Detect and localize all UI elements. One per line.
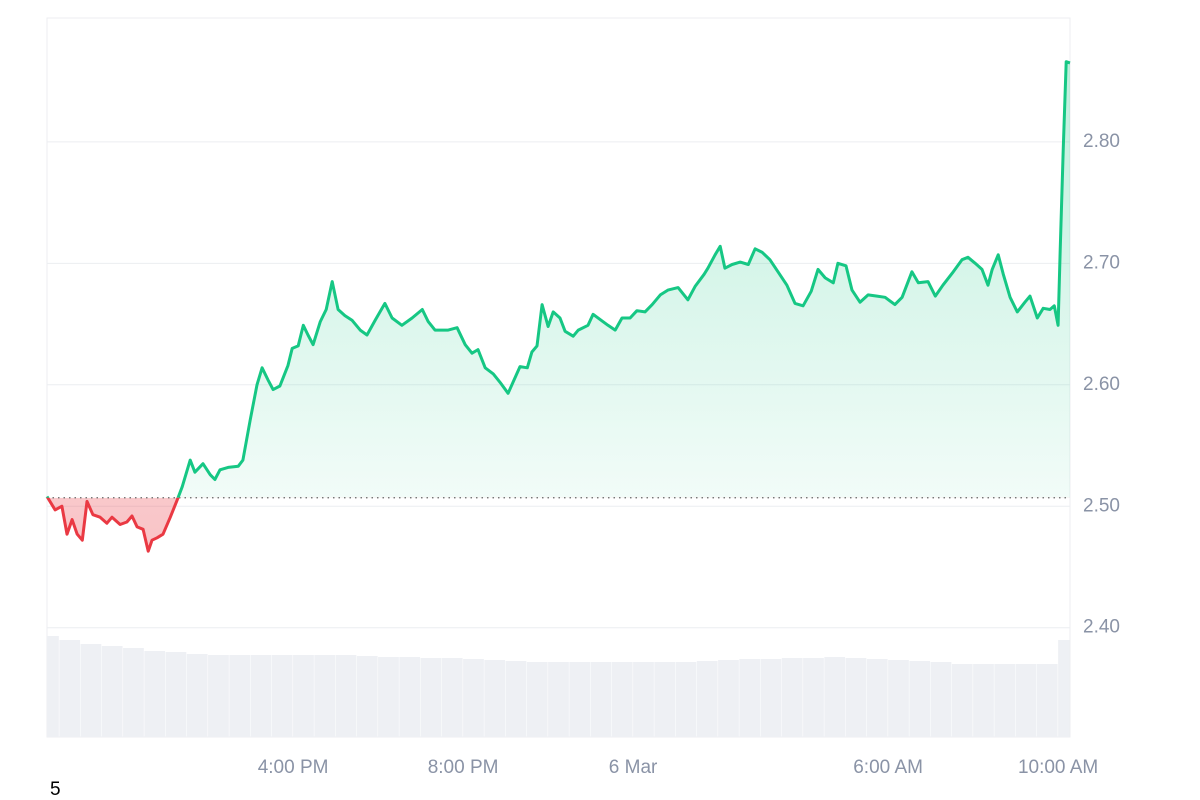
volume-bar	[888, 660, 909, 737]
y-tick-label: 2.60	[1083, 374, 1120, 395]
volume-bar	[803, 658, 824, 737]
volume-bar	[845, 658, 867, 737]
volume-bar	[378, 657, 399, 737]
volume-bar	[186, 654, 208, 737]
x-tick-label: 10:00 AM	[1018, 757, 1098, 778]
volume-bar	[973, 664, 994, 737]
volume-bar	[824, 657, 846, 737]
volume-bar	[781, 658, 803, 737]
volume-bar	[526, 662, 548, 737]
volume-bar	[1036, 664, 1058, 737]
volume-bar	[59, 640, 81, 737]
volume-bar	[441, 658, 463, 737]
price-line-up	[45, 60, 1071, 498]
volume-bar	[654, 662, 676, 737]
y-tick-label: 2.80	[1083, 131, 1120, 152]
volume-bar	[356, 656, 378, 737]
volume-bar	[293, 655, 314, 737]
volume-bar	[1058, 640, 1070, 737]
volume-bar	[718, 660, 739, 737]
volume-bar	[739, 659, 761, 737]
volume-bar	[760, 659, 782, 737]
volume-bar	[569, 662, 591, 737]
volume-bar	[548, 662, 569, 737]
volume-bar	[994, 664, 1016, 737]
volume-bar	[909, 661, 931, 737]
volume-bar	[590, 662, 612, 737]
volume-bar	[696, 661, 718, 737]
area-up	[47, 61, 1070, 498]
volume-bar	[101, 646, 123, 737]
volume-bar	[165, 652, 187, 737]
volume-bar	[484, 660, 506, 737]
volume-bar	[250, 655, 272, 737]
x-tick-label: 8:00 PM	[428, 757, 499, 778]
volume-bar	[123, 648, 144, 737]
volume-bar	[505, 661, 527, 737]
volume-bar	[463, 659, 484, 737]
volume-bar	[1015, 664, 1037, 737]
x-tick-label: 6 Mar	[609, 757, 658, 778]
y-tick-label: 2.70	[1083, 252, 1120, 273]
volume-bar	[866, 659, 888, 737]
volume-bar	[47, 636, 59, 737]
y-tick-label: 2.40	[1083, 617, 1120, 638]
volume-bar	[633, 662, 654, 737]
volume-bar	[930, 662, 952, 737]
volume-bar	[80, 644, 102, 737]
volume-bar	[420, 658, 442, 737]
volume-bar	[675, 662, 697, 737]
footnote: 5	[50, 779, 61, 800]
volume-bar	[951, 664, 973, 737]
volume-bar	[271, 655, 293, 737]
volume-bar	[611, 662, 633, 737]
volume-bar	[144, 651, 166, 737]
x-tick-label: 6:00 AM	[853, 757, 923, 778]
volume-bar	[399, 657, 421, 737]
volume-bar	[229, 655, 251, 737]
y-tick-label: 2.50	[1083, 495, 1120, 516]
volume-bar	[208, 655, 229, 737]
x-tick-label: 4:00 PM	[258, 757, 329, 778]
volume-bar	[335, 655, 357, 737]
volume-bar	[314, 655, 336, 737]
